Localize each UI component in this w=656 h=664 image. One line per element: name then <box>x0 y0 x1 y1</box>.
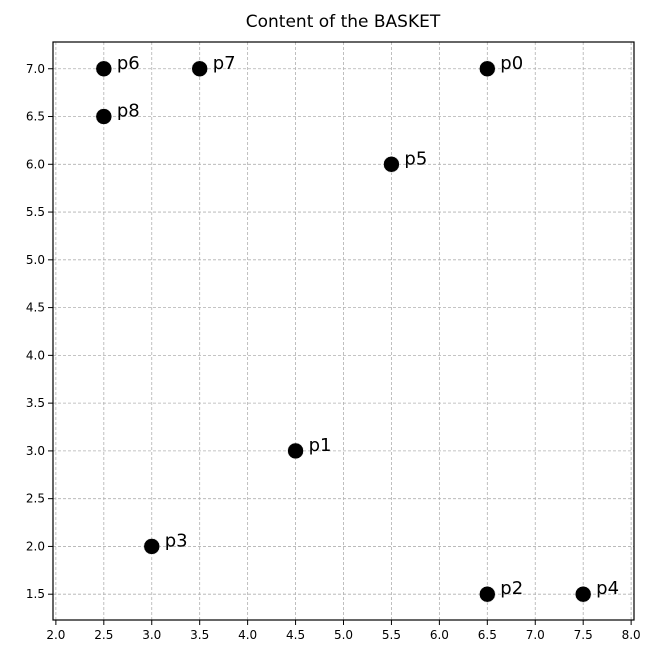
x-tick-label-11: 7.5 <box>574 628 593 642</box>
y-tick-label-2: 2.5 <box>26 492 45 506</box>
x-tick-label-3: 3.5 <box>190 628 209 642</box>
data-point-p4 <box>574 585 592 603</box>
x-tick-label-1: 2.5 <box>94 628 113 642</box>
x-tick-label-7: 5.5 <box>382 628 401 642</box>
x-tick-label-10: 7.0 <box>526 628 545 642</box>
point-label-p5: p5 <box>404 148 427 169</box>
y-tick-label-3: 3.0 <box>26 444 45 458</box>
y-tick-label-1: 2.0 <box>26 539 45 553</box>
x-tick-label-0: 2.0 <box>46 628 65 642</box>
y-tick-label-7: 5.0 <box>26 253 45 267</box>
point-label-p6: p6 <box>117 53 140 74</box>
y-tick-label-0: 1.5 <box>26 587 45 601</box>
point-label-p4: p4 <box>596 578 619 599</box>
data-point-p1 <box>287 442 304 460</box>
point-label-p7: p7 <box>213 53 236 74</box>
y-tick-label-8: 5.5 <box>26 205 45 219</box>
y-tick-label-4: 3.5 <box>26 396 45 410</box>
x-tick-label-5: 4.5 <box>286 628 305 642</box>
data-point-p2 <box>479 585 496 603</box>
y-tick-label-10: 6.5 <box>26 110 45 124</box>
data-point-p3 <box>143 538 161 555</box>
x-tick-label-4: 4.0 <box>238 628 257 642</box>
chart-title: Content of the BASKET <box>245 12 441 32</box>
y-tick-label-5: 4.0 <box>26 348 45 362</box>
data-point-p8 <box>95 108 113 125</box>
point-label-p3: p3 <box>165 530 188 551</box>
data-point-p6 <box>95 60 113 78</box>
point-label-p2: p2 <box>500 578 523 599</box>
x-tick-label-12: 8.0 <box>622 628 641 642</box>
x-tick-label-6: 5.0 <box>334 628 353 642</box>
y-tick-label-11: 7.0 <box>26 62 45 76</box>
y-tick-label-9: 6.0 <box>26 157 45 171</box>
x-tick-label-9: 6.5 <box>478 628 497 642</box>
x-tick-label-8: 6.0 <box>430 628 449 642</box>
x-tick-label-2: 3.0 <box>142 628 161 642</box>
data-point-p7 <box>191 60 208 78</box>
point-label-p1: p1 <box>309 435 332 456</box>
point-label-p8: p8 <box>117 101 140 122</box>
data-point-p0 <box>479 60 496 78</box>
data-point-p5 <box>383 156 400 173</box>
point-label-p0: p0 <box>500 53 523 74</box>
y-tick-label-6: 4.5 <box>26 301 45 315</box>
